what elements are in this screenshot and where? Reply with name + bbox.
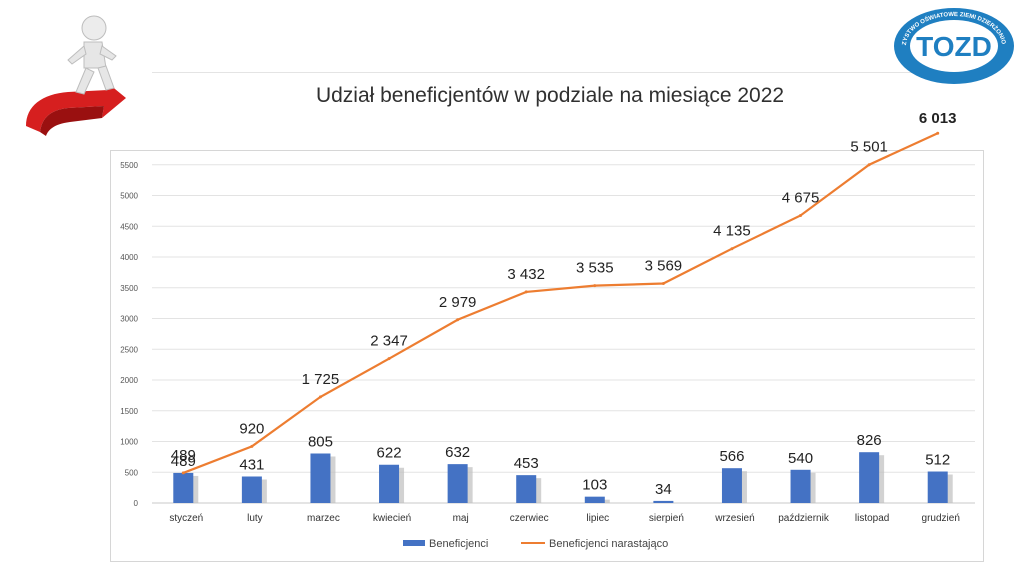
x-category-label: lipiec [586,513,609,524]
x-category-label: wrzesień [714,513,754,524]
line-point [661,282,665,286]
bar-beneficjenci [173,472,194,503]
person-on-red-arrow-icon [26,15,126,136]
line-data-label: 1 725 [302,371,340,388]
bar-data-label: 103 [582,477,607,494]
bar-beneficjenci [653,500,674,503]
y-tick-label: 1500 [120,407,138,416]
x-category-label: kwiecień [373,513,411,524]
y-tick-label: 4500 [120,222,138,231]
bar-beneficjenci [584,496,605,503]
bar-beneficjenci [241,476,262,503]
bar-beneficjenci [721,468,742,503]
line-point [867,163,871,167]
bar-beneficjenci [859,452,880,503]
line-point [456,318,460,322]
y-tick-label: 4000 [120,253,138,262]
legend-swatch-beneficjenci [403,540,425,546]
line-point [318,395,322,399]
line-point [250,444,254,448]
bar-data-label: 34 [655,481,672,498]
x-category-label: czerwiec [510,513,549,524]
y-tick-label: 3500 [120,284,138,293]
y-tick-label: 0 [134,499,139,508]
bar-beneficjenci [447,464,468,503]
line-data-label: 920 [239,420,264,437]
y-tick-label: 500 [125,468,139,477]
logo-mark: TOZD [916,31,992,62]
x-category-label: listopad [855,513,889,524]
x-category-label: luty [247,513,263,524]
legend-label-beneficjenci: Beneficjenci [429,538,488,550]
logo-icon: TOZD TOWARZYSTWO OŚWIATOWE ZIEMI DZIERŻO… [892,6,1014,84]
line-data-label: 3 432 [507,266,545,283]
line-data-label: 2 979 [439,294,477,311]
legend-label-narastajaco: Beneficjenci narastająco [549,538,668,550]
bar-beneficjenci [310,453,331,503]
line-narastajaco [182,132,939,474]
line-data-label: 3 569 [645,258,683,275]
line-point [730,247,734,251]
bar-data-label: 805 [308,433,333,450]
chart-frame [110,150,984,562]
x-category-label: marzec [307,513,340,524]
chart-title: Udział beneficjentów w podziale na miesi… [315,84,785,107]
x-category-label: styczeń [169,513,203,524]
y-tick-label: 3000 [120,315,138,324]
line-data-label: 5 501 [850,139,888,156]
line-data-label: 6 013 [919,110,957,127]
line-point [593,284,597,288]
header-divider [152,72,952,73]
bar-data-label: 512 [925,452,950,469]
bar-beneficjenci [790,469,811,503]
bar-beneficjenci [927,471,948,503]
bar-data-label: 826 [857,432,882,449]
y-tick-label: 2500 [120,345,138,354]
line-data-label: 3 535 [576,260,614,277]
bar-beneficjenci [516,475,537,503]
bar-data-label: 540 [788,450,813,467]
bar-beneficjenci [379,464,400,503]
x-category-label: sierpień [649,513,684,524]
x-category-label: maj [453,513,469,524]
bar-data-label: 622 [377,445,402,462]
bar-data-label: 489 [171,453,196,470]
y-tick-label: 1000 [120,438,138,447]
line-data-label: 489 [171,447,196,464]
line-point [799,213,803,217]
bar-data-label: 566 [719,448,744,465]
y-tick-label: 5500 [120,161,138,170]
x-category-label: październik [778,513,830,524]
x-category-label: grudzień [922,513,960,524]
y-tick-label: 2000 [120,376,138,385]
line-point [387,357,391,361]
bar-data-label: 453 [514,455,539,472]
bar-data-label: 431 [239,456,264,473]
bar-data-label: 632 [445,444,470,461]
line-point [181,471,185,475]
line-data-label: 4 135 [713,223,751,240]
line-point [936,131,940,135]
line-data-label: 2 347 [370,333,408,350]
y-tick-label: 5000 [120,192,138,201]
line-data-label: 4 675 [782,189,820,206]
line-point [524,290,528,294]
